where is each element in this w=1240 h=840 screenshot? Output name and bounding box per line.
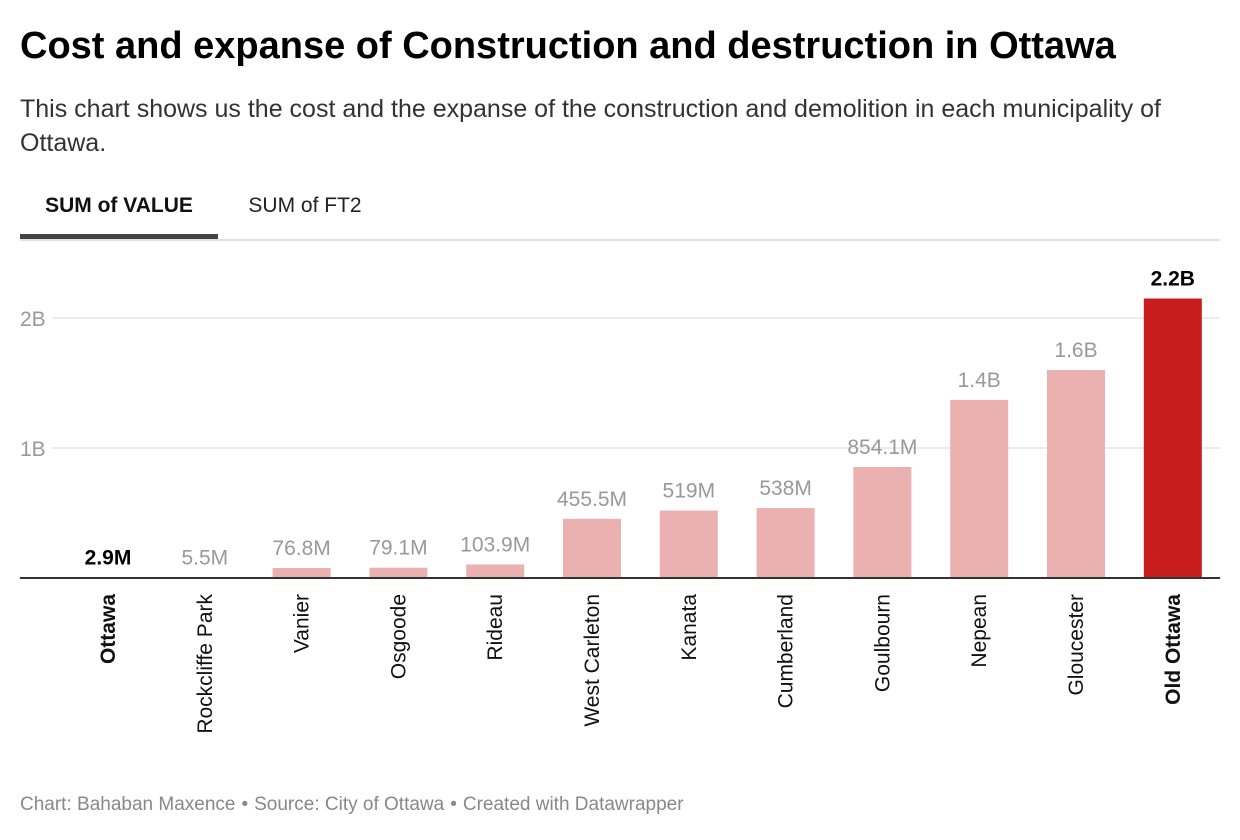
- chart-title: Cost and expanse of Construction and des…: [20, 25, 1116, 67]
- data-label: 1.4B: [958, 369, 1001, 392]
- data-label: 79.1M: [369, 537, 427, 560]
- bar-chart: 1B 2B 2.9M Ottawa 5.5M Rockcliffe Park 76.8M Va…: [20, 268, 1220, 734]
- chart-subtitle: This chart shows us the cost and the exp…: [20, 95, 1161, 157]
- category-label: Rideau: [484, 594, 507, 661]
- tab-sum-of-value[interactable]: SUM of VALUE: [20, 183, 218, 239]
- bar[interactable]: [272, 568, 331, 578]
- y-tick-label: 2B: [20, 308, 46, 331]
- bar[interactable]: [659, 510, 718, 578]
- data-label: 5.5M: [181, 546, 228, 569]
- tab-sum-of-ft2[interactable]: SUM of FT2: [248, 194, 362, 217]
- category-label: Kanata: [678, 594, 701, 661]
- footer: Chart: Bahaban Maxence • Source: City of O…: [20, 794, 684, 816]
- category-label: Nepean: [968, 594, 991, 668]
- category-label: Goulbourn: [871, 594, 894, 692]
- footer-credit[interactable]: Created with Datawrapper: [462, 794, 684, 815]
- footer-source: Source: City of Ottawa: [254, 794, 445, 815]
- y-tick-label: 1B: [20, 438, 46, 461]
- footer-author: Chart: Bahaban Maxence: [20, 794, 236, 815]
- footer-separator: •: [450, 794, 457, 815]
- tab-bar: SUM of VALUE SUM of FT2: [20, 183, 1220, 241]
- category-label: Rockcliffe Park: [194, 594, 217, 734]
- category-label: Cumberland: [775, 594, 798, 708]
- category-label: Vanier: [291, 594, 314, 653]
- category-label: Old Ottawa: [1162, 594, 1185, 705]
- footer-separator: •: [241, 794, 249, 815]
- data-label: 103.9M: [460, 533, 530, 556]
- bar[interactable]: [1047, 370, 1105, 578]
- data-label: 2.9M: [85, 547, 132, 570]
- data-label: 2.2B: [1151, 268, 1195, 291]
- data-label: 455.5M: [557, 488, 627, 511]
- data-label: 1.6B: [1054, 339, 1097, 362]
- category-label: Osgoode: [387, 594, 410, 679]
- bar[interactable]: [466, 564, 525, 578]
- data-label: 854.1M: [847, 436, 917, 459]
- bar[interactable]: [563, 518, 621, 578]
- bar[interactable]: [950, 399, 1009, 578]
- data-label: 76.8M: [272, 537, 330, 560]
- data-label: 538M: [759, 477, 812, 500]
- bar[interactable]: [1143, 298, 1202, 579]
- category-label: Ottawa: [97, 594, 120, 664]
- bar[interactable]: [369, 567, 428, 578]
- bar[interactable]: [756, 508, 815, 578]
- category-label: West Carleton: [581, 594, 604, 727]
- category-label: Gloucester: [1065, 594, 1088, 696]
- bar[interactable]: [853, 466, 912, 578]
- data-label: 519M: [663, 480, 716, 503]
